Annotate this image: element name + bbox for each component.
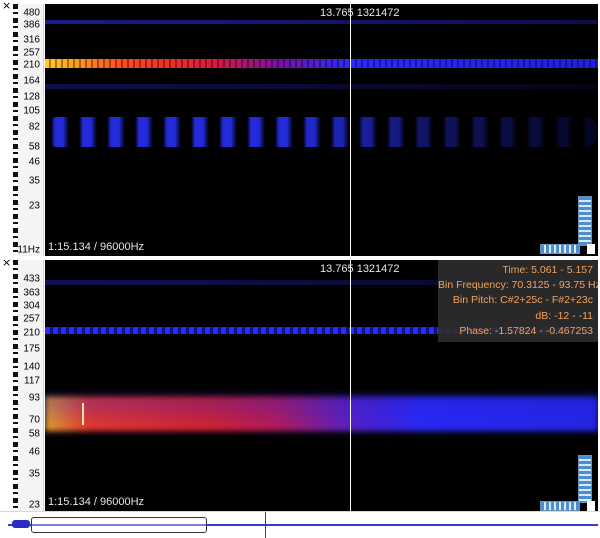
freq-label: 46 [28,446,40,458]
time-cursor[interactable] [350,4,351,256]
freq-label: 128 [23,91,40,103]
info-time: Time: 5.061 - 5.157 [502,264,593,276]
freq-label: 363 [23,287,40,299]
ruler-strip [13,4,18,256]
timeline-cursor[interactable] [265,512,266,538]
freq-label: 316 [23,34,40,46]
time-cursor[interactable] [350,260,351,511]
visible-range-selector[interactable] [31,517,207,533]
freq-label: 70 [28,414,40,426]
freq-label: 257 [23,47,40,59]
frequency-ruler[interactable]: 433 363 304 257 210 175 140 117 93 70 58… [13,260,44,511]
freq-label: 304 [23,300,40,312]
level-meter-vertical [578,455,592,503]
freq-label: 35 [28,468,40,480]
info-bin-frequency: Bin Frequency: 70.3125 - 93.75 Hz [438,279,598,292]
low-frequency-band [45,397,598,431]
level-meter-vertical [578,196,592,246]
low-frequency-band-glow [45,388,598,440]
level-meter-horizontal [540,244,580,254]
duration-samplerate: 1:15.134 / 96000Hz [48,241,145,253]
freq-label: 23 [28,499,40,511]
freq-label: 480 [23,7,40,19]
freq-label: 210 [23,59,40,71]
info-bin-pitch: Bin Pitch: C#2+25c - F#2+23c [452,294,593,307]
meter-corner [587,244,595,254]
freq-label: 11Hz [17,244,40,256]
meter-corner [587,501,595,511]
freq-label: 164 [23,75,40,87]
freq-label: 23 [28,200,40,212]
harmonic-band [45,20,598,24]
freq-label: 210 [23,327,40,339]
bin-info-panel: Time: 5.061 - 5.157 Bin Frequency: 70.31… [438,260,598,343]
freq-label: 82 [28,121,40,133]
frequency-ruler[interactable]: 480 386 316 257 210 164 128 105 82 58 46… [13,4,44,256]
top-spectrogram-pane: × 480 386 316 257 210 164 128 105 82 58 … [0,0,600,256]
ruler-strip [13,260,18,511]
fundamental-band [45,59,598,68]
spectrogram-canvas[interactable]: 13.765 1321472 1:15.134 / 96000Hz Time: … [45,260,598,511]
duration-samplerate: 1:15.134 / 96000Hz [48,496,145,508]
harmonic-band [45,280,598,285]
freq-label: 257 [23,313,40,325]
waveform-peak [12,520,30,528]
info-phase: Phase: -1.57824 - -0.467253 [459,324,593,337]
selection-marker[interactable] [82,403,84,425]
freq-label: 58 [28,428,40,440]
freq-label: 46 [28,156,40,168]
harmonic-band [45,84,598,89]
freq-label: 93 [28,392,40,404]
freq-label: 117 [24,375,40,387]
freq-label: 386 [23,19,40,31]
freq-label: 140 [23,361,40,373]
level-meter-horizontal [540,501,580,511]
freq-label: 35 [28,175,40,187]
cursor-readout: 13.765 1321472 [320,263,400,275]
waveform-overview [8,524,598,526]
low-frequency-band [45,117,598,147]
spectrogram-canvas[interactable]: 13.765 1321472 1:15.134 / 96000Hz [45,4,598,256]
freq-label: 105 [23,105,40,117]
freq-label: 58 [28,141,40,153]
fundamental-band-dots [45,59,598,68]
bottom-spectrogram-pane: × 433 363 304 257 210 175 140 117 93 70 … [0,257,600,511]
cursor-readout: 13.765 1321472 [320,7,400,19]
freq-label: 175 [23,343,40,355]
info-db: dB: -12 - -11 [535,309,593,322]
overview-timeline[interactable] [0,511,600,538]
close-icon[interactable]: × [2,0,12,12]
close-icon[interactable]: × [2,256,12,269]
fundamental-band [45,327,598,334]
freq-label: 433 [23,273,40,285]
